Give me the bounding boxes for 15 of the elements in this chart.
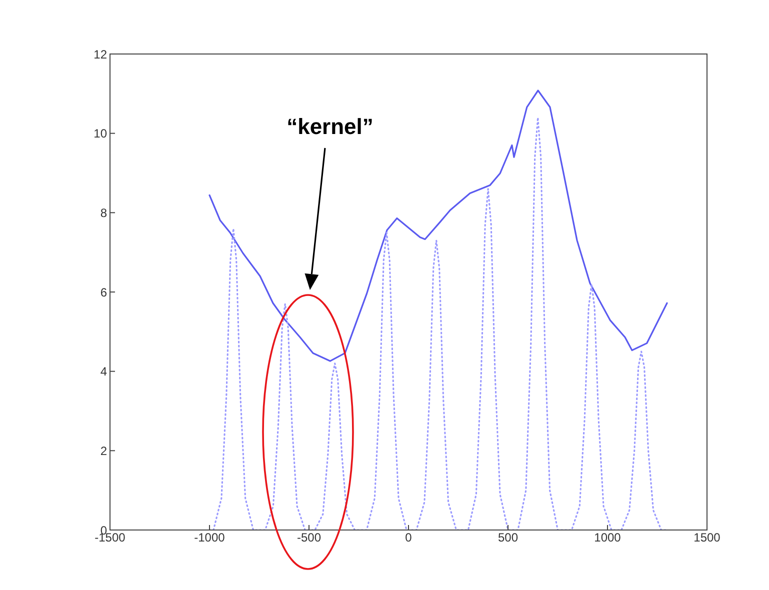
x-tick-label: 1000 (594, 530, 622, 545)
x-tick-label: 1500 (694, 530, 721, 545)
y-tick-label: 12 (94, 47, 108, 62)
y-tick-label: 10 (94, 126, 108, 141)
x-tick-label: -1000 (194, 530, 226, 545)
x-tick-label: -500 (296, 530, 322, 545)
y-tick-label: 4 (100, 364, 108, 379)
x-tick-label: 0 (405, 530, 412, 545)
annotation: “kernel” (286, 114, 374, 139)
y-tick-label: 6 (100, 285, 108, 300)
x-tick-label: 500 (498, 530, 518, 545)
line-series (208, 90, 668, 362)
y-tick-label: 2 (100, 444, 108, 458)
line-series (208, 116, 668, 530)
y-tick-label: 8 (100, 206, 108, 220)
